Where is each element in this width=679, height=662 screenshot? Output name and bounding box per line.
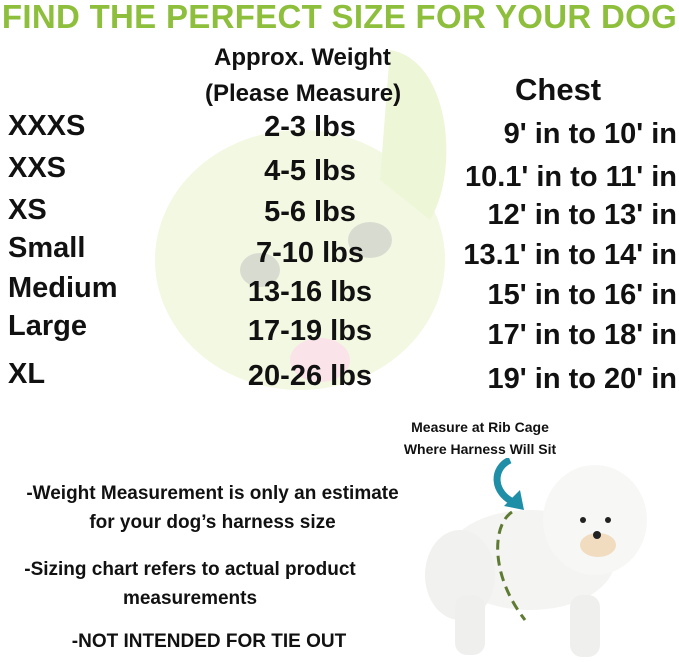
note-line: for your dog’s harness size [89,512,336,533]
size-label: XL [8,358,46,390]
chest-value: 12' in to 13' in [487,199,677,231]
size-label: Medium [8,272,118,304]
weight-value: 4-5 lbs [264,155,356,187]
caption-line: Measure at Rib Cage [411,419,549,435]
size-label: XXS [8,152,67,184]
weight-value: 2-3 lbs [264,111,356,143]
weight-value: 17-19 lbs [247,315,373,347]
size-label: Large [8,310,87,342]
note: -Sizing chart refers to actual product m… [0,555,380,613]
weight-header: Approx. Weight [214,44,391,71]
note-line: -Sizing chart refers to actual product [24,559,356,580]
chest-value: 13.1' in to 14' in [463,239,677,271]
chest-value: 17' in to 18' in [487,319,677,351]
chest-header: Chest [515,72,602,107]
arrow-icon [493,458,524,510]
dashed-measure-line [496,510,527,621]
size-label: Small [8,232,86,264]
size-label: XS [8,194,47,226]
measure-caption: Measure at Rib Cage Where Harness Will S… [370,416,590,460]
size-label: XXXS [8,110,86,142]
chest-value: 9' in to 10' in [503,118,677,150]
note: -Weight Measurement is only an estimate … [0,479,425,537]
note-line: -Weight Measurement is only an estimate [26,483,399,504]
weight-value: 7-10 lbs [256,237,364,269]
chest-value: 19' in to 20' in [487,363,677,395]
page-title: FIND THE PERFECT SIZE FOR YOUR DOG [1,0,678,35]
note-line: measurements [122,588,258,609]
weight-value: 13-16 lbs [247,276,373,308]
note: -NOT INTENDED FOR TIE OUT [71,631,347,652]
weight-subheader: (Please Measure) [205,80,402,107]
weight-value: 20-26 lbs [247,360,373,392]
dog-photo [425,465,647,657]
caption-line: Where Harness Will Sit [403,441,557,457]
dog-watermark-graphic [155,50,447,390]
chest-value: 10.1' in to 11' in [464,161,677,193]
chest-value: 15' in to 16' in [487,279,677,311]
weight-value: 5-6 lbs [264,196,356,228]
